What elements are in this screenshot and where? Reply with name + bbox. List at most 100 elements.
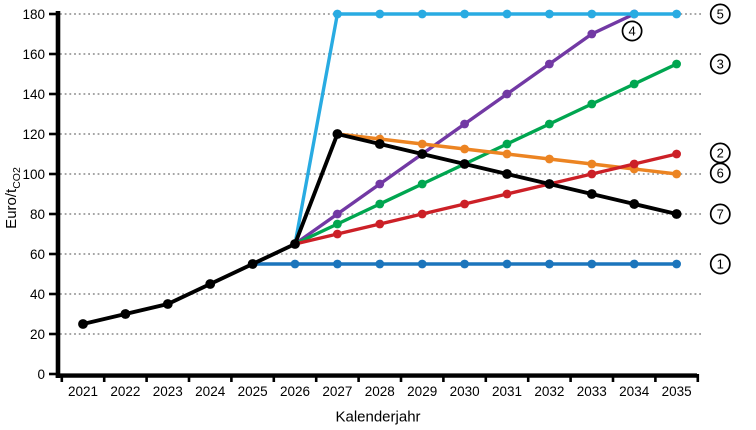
series-3-green-marker-2029 — [417, 179, 427, 189]
series-2-red-marker-2031 — [502, 189, 512, 199]
series-3-green-marker-2028 — [375, 199, 385, 209]
y-tick-label-160: 160 — [22, 47, 45, 62]
series-2-red-marker-2028 — [375, 219, 385, 229]
y-axis-title-subscript: CO2 — [11, 167, 23, 189]
series-1-flat-blue-marker-2026 — [290, 259, 300, 269]
series-7-black-marker-2033 — [586, 189, 597, 199]
x-tick-label-2021: 2021 — [68, 384, 98, 399]
y-tick-label-80: 80 — [30, 207, 45, 222]
series-2-red-marker-2033 — [587, 169, 597, 179]
series-7-black-marker-2035 — [671, 209, 682, 219]
series-4-purple-marker-2030 — [460, 119, 469, 129]
series-label-circle-7 — [709, 203, 731, 225]
y-tick-label-20: 20 — [30, 327, 45, 342]
x-tick-label-2027: 2027 — [322, 384, 352, 399]
series-label-number-7: 7 — [717, 207, 724, 222]
series-6-orange-marker-2032 — [545, 154, 554, 164]
series-1-flat-blue-marker-2035 — [672, 259, 681, 269]
series-1-flat-blue-marker-2030 — [460, 259, 469, 269]
series-3-green-marker-2034 — [629, 79, 639, 89]
series-6-orange-marker-2031 — [502, 149, 512, 159]
series-5-cyan-marker-2028 — [375, 9, 385, 19]
series-7-black-marker-2031 — [502, 169, 512, 179]
x-tick-label-2030: 2030 — [450, 384, 480, 399]
series-5-cyan-marker-2034 — [629, 9, 639, 19]
series-7-black-marker-2028 — [374, 139, 385, 149]
series-6-orange-marker-2035 — [672, 169, 681, 179]
series-4-purple-marker-2033 — [587, 29, 597, 39]
series-3-green-marker-2031 — [502, 139, 512, 149]
series-label-number-3: 3 — [717, 57, 724, 72]
series-2-red-line — [294, 152, 677, 246]
series-5-cyan-marker-2029 — [417, 9, 427, 19]
y-tick-label-120: 120 — [22, 127, 45, 142]
x-tick-label-2035: 2035 — [662, 384, 692, 399]
x-tick-label-2026: 2026 — [280, 384, 310, 399]
y-tick-label-40: 40 — [30, 287, 45, 302]
x-tick-label-2022: 2022 — [110, 384, 140, 399]
series-1-flat-blue-marker-2031 — [502, 259, 512, 269]
series-5-cyan-marker-2033 — [587, 9, 597, 19]
series-6-orange-marker-2033 — [587, 159, 597, 169]
series-label-circle-3 — [709, 53, 731, 75]
series-4-purple-marker-2032 — [545, 59, 554, 69]
y-axis-title-text: Euro/t — [3, 188, 20, 229]
series-label-circle-1 — [709, 253, 731, 275]
series-5-cyan-line — [293, 12, 677, 245]
series-3-green-marker-2027 — [333, 219, 342, 229]
series-7-black-marker-2029 — [417, 149, 428, 159]
y-tick-label-60: 60 — [30, 247, 45, 262]
x-tick-label-2023: 2023 — [153, 384, 183, 399]
series-3-green-marker-2032 — [545, 119, 554, 129]
series-4-purple-marker-2027 — [333, 209, 342, 219]
series-2-red-marker-2030 — [460, 199, 469, 209]
series-7-black-marker-2030 — [459, 159, 470, 169]
series-1-flat-blue-marker-2034 — [629, 259, 639, 269]
series-5-cyan-marker-2031 — [502, 9, 512, 19]
series-label-circle-6 — [709, 162, 731, 184]
x-tick-label-2029: 2029 — [407, 384, 437, 399]
series-7-black-marker-2034 — [629, 199, 640, 209]
x-tick-label-2024: 2024 — [195, 384, 226, 399]
y-axis-title: Euro/tCO2 — [3, 167, 23, 229]
series-5-cyan-marker-2035 — [672, 9, 681, 19]
series-2-red-marker-2034 — [629, 159, 639, 169]
series-3-green-marker-2035 — [672, 59, 681, 69]
x-tick-label-2025: 2025 — [238, 384, 268, 399]
series-1-flat-blue-marker-2029 — [417, 259, 427, 269]
y-tick-label-0: 0 — [37, 367, 45, 382]
x-tick-label-2028: 2028 — [365, 384, 395, 399]
series-4-purple-line — [294, 12, 635, 246]
series-1-flat-blue-marker-2032 — [545, 259, 554, 269]
series-2-red-marker-2029 — [417, 209, 427, 219]
series-3-green-line — [294, 62, 678, 246]
series-1-flat-blue-marker-2033 — [587, 259, 597, 269]
y-tick-label-100: 100 — [22, 167, 45, 182]
series-7-black-marker-2022 — [120, 309, 131, 319]
series-6-orange-marker-2029 — [417, 139, 427, 149]
series-1-flat-blue-marker-2027 — [333, 259, 342, 269]
y-tick-label-140: 140 — [22, 87, 45, 102]
series-4-purple-marker-2031 — [502, 89, 512, 99]
series-5-cyan-marker-2027 — [333, 9, 342, 19]
x-tick-label-2033: 2033 — [577, 384, 607, 399]
series-1-flat-blue-marker-2028 — [375, 259, 385, 269]
x-tick-label-2034: 2034 — [619, 384, 650, 399]
series-7-black-marker-2025 — [247, 259, 258, 269]
series-label-number-5: 5 — [717, 7, 724, 22]
series-3-green-marker-2033 — [587, 99, 597, 109]
series-7-black-marker-2024 — [205, 279, 216, 289]
series-5-cyan-marker-2030 — [460, 9, 469, 19]
y-tick-label-180: 180 — [22, 7, 45, 22]
series-2-red-marker-2027 — [333, 229, 342, 239]
series-label-number-2: 2 — [717, 146, 724, 161]
x-axis-title: Kalenderjahr — [335, 408, 421, 426]
series-label-circle-4 — [621, 20, 643, 42]
series-7-black-marker-2027 — [332, 129, 343, 139]
series-6-orange-marker-2030 — [460, 144, 469, 154]
x-tick-label-2031: 2031 — [492, 384, 522, 399]
series-7-black-marker-2021 — [78, 319, 88, 329]
series-label-number-6: 6 — [717, 166, 724, 181]
series-7-black-marker-2026 — [290, 239, 300, 249]
